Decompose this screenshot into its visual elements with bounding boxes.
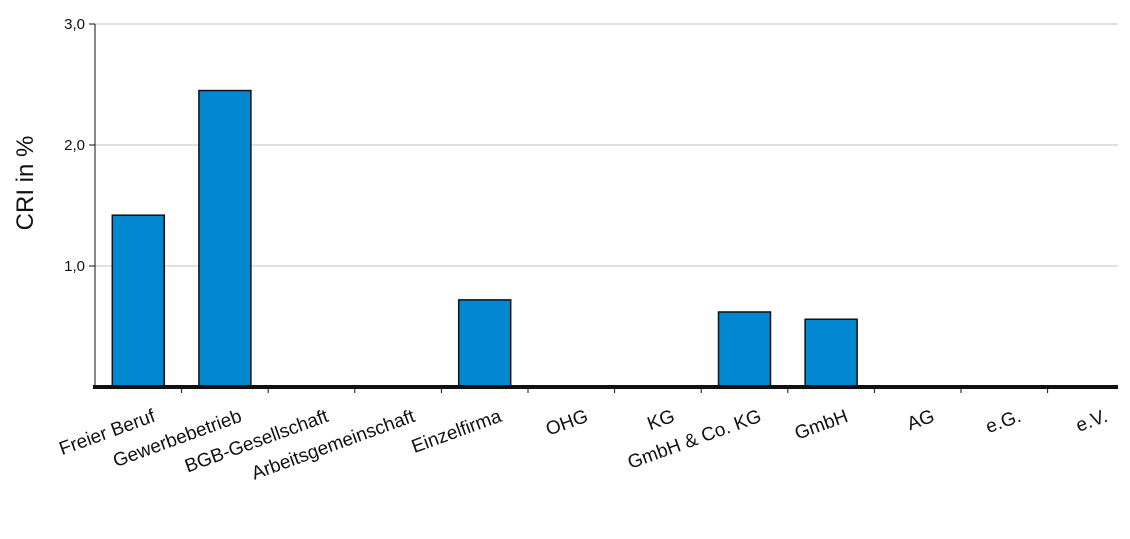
gridlines xyxy=(95,23,1118,267)
x-tick-label: e.G. xyxy=(983,406,1024,438)
bar xyxy=(111,214,166,388)
axes xyxy=(89,23,1118,393)
x-tick-labels: Freier BerufGewerbebetriebBGB-Gesellscha… xyxy=(57,406,1111,485)
bar xyxy=(804,318,858,388)
x-tick-label: Einzelfirma xyxy=(409,406,505,458)
x-tick-label: AG xyxy=(904,406,937,435)
x-tick-label: KG xyxy=(645,406,678,435)
x-tick-label: GmbH xyxy=(792,406,851,445)
y-tick-labels: 1,0 2,0 3,0 xyxy=(64,16,85,275)
bars xyxy=(111,89,858,388)
y-tick-label: 3,0 xyxy=(64,16,85,33)
y-axis-title: CRI in % xyxy=(12,136,39,231)
x-tick-label: e.V. xyxy=(1073,406,1110,437)
x-tick-label: OHG xyxy=(543,406,591,441)
y-tick-label: 1,0 xyxy=(64,258,85,275)
bar xyxy=(717,311,772,388)
y-tick-label: 2,0 xyxy=(64,137,85,154)
bar xyxy=(198,89,252,388)
bar xyxy=(457,299,512,388)
